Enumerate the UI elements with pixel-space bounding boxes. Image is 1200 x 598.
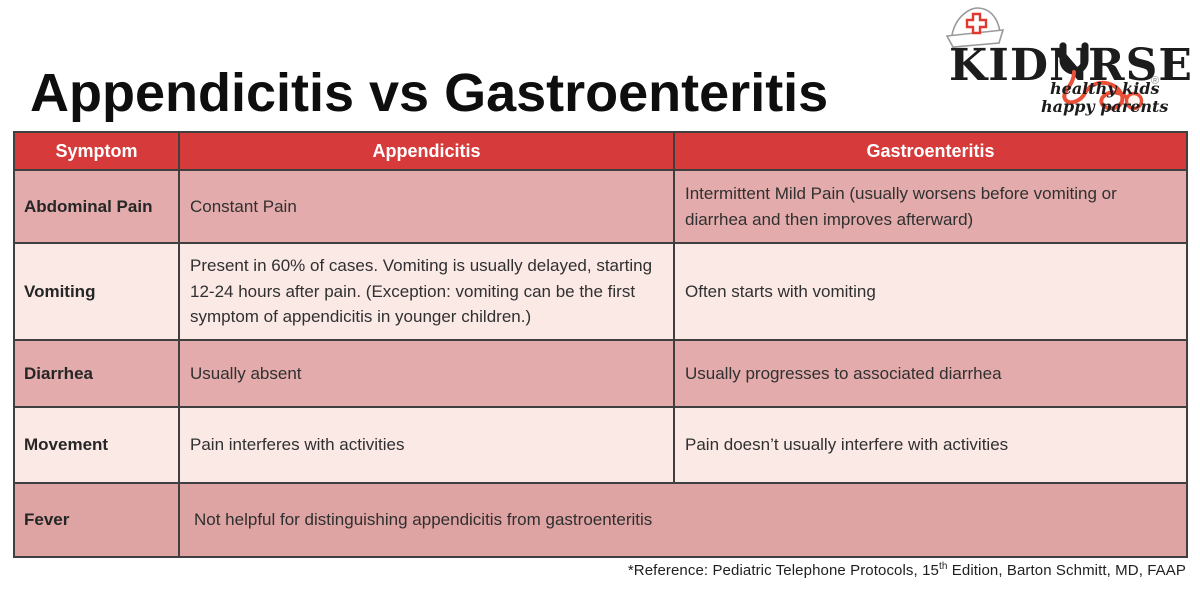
symptom-cell: Movement bbox=[13, 406, 180, 484]
reference-superscript: th bbox=[938, 561, 948, 572]
reference-note: *Reference: Pediatric Telephone Protocol… bbox=[628, 561, 1186, 579]
table-row-vomiting: Vomiting Present in 60% of cases. Vomiti… bbox=[13, 242, 1188, 341]
tagline-line2: happy parents bbox=[1041, 97, 1168, 116]
reference-text-suffix: Edition, Barton Schmitt, MD, FAAP bbox=[947, 562, 1186, 579]
appendicitis-cell: Pain interferes with activities bbox=[178, 406, 675, 484]
gastroenteritis-cell: Intermittent Mild Pain (usually worsens … bbox=[673, 169, 1188, 244]
table-row-movement: Movement Pain interferes with activities… bbox=[13, 406, 1188, 484]
registered-mark: ® bbox=[1151, 75, 1159, 87]
symptom-cell: Fever bbox=[13, 482, 180, 558]
column-header-appendicitis: Appendicitis bbox=[178, 131, 675, 171]
table-header-row: Symptom Appendicitis Gastroenteritis bbox=[13, 131, 1188, 171]
symptom-cell: Vomiting bbox=[13, 242, 180, 341]
symptom-comparison-table: Symptom Appendicitis Gastroenteritis Abd… bbox=[13, 131, 1188, 558]
table-row-fever: Fever Not helpful for distinguishing app… bbox=[13, 482, 1188, 558]
gastroenteritis-cell: Often starts with vomiting bbox=[673, 242, 1188, 341]
page-title: Appendicitis vs Gastroenteritis bbox=[30, 63, 829, 124]
table-row-abdominal-pain: Abdominal Pain Constant Pain Intermitten… bbox=[13, 169, 1188, 244]
fever-merged-cell: Not helpful for distinguishing appendici… bbox=[178, 482, 1188, 558]
appendicitis-cell: Present in 60% of cases. Vomiting is usu… bbox=[178, 242, 675, 341]
column-header-symptom: Symptom bbox=[13, 131, 180, 171]
tagline-line1: healthy kids bbox=[1050, 79, 1160, 98]
stethoscope-icon bbox=[1059, 42, 1144, 111]
table-row-diarrhea: Diarrhea Usually absent Usually progress… bbox=[13, 339, 1188, 408]
kidnurse-logo: KIDN RSE ® healthy kids happy parents bbox=[945, 7, 1192, 116]
column-header-gastroenteritis: Gastroenteritis bbox=[673, 131, 1188, 171]
reference-text: *Reference: Pediatric Telephone Protocol… bbox=[627, 562, 939, 579]
symptom-cell: Diarrhea bbox=[13, 339, 180, 408]
nurse-cap-icon bbox=[945, 7, 1005, 48]
gastroenteritis-cell: Pain doesn’t usually interfere with acti… bbox=[673, 406, 1188, 484]
appendicitis-cell: Constant Pain bbox=[178, 169, 675, 244]
appendicitis-cell: Usually absent bbox=[178, 339, 675, 408]
gastroenteritis-cell: Usually progresses to associated diarrhe… bbox=[673, 339, 1188, 408]
symptom-cell: Abdominal Pain bbox=[13, 169, 180, 244]
